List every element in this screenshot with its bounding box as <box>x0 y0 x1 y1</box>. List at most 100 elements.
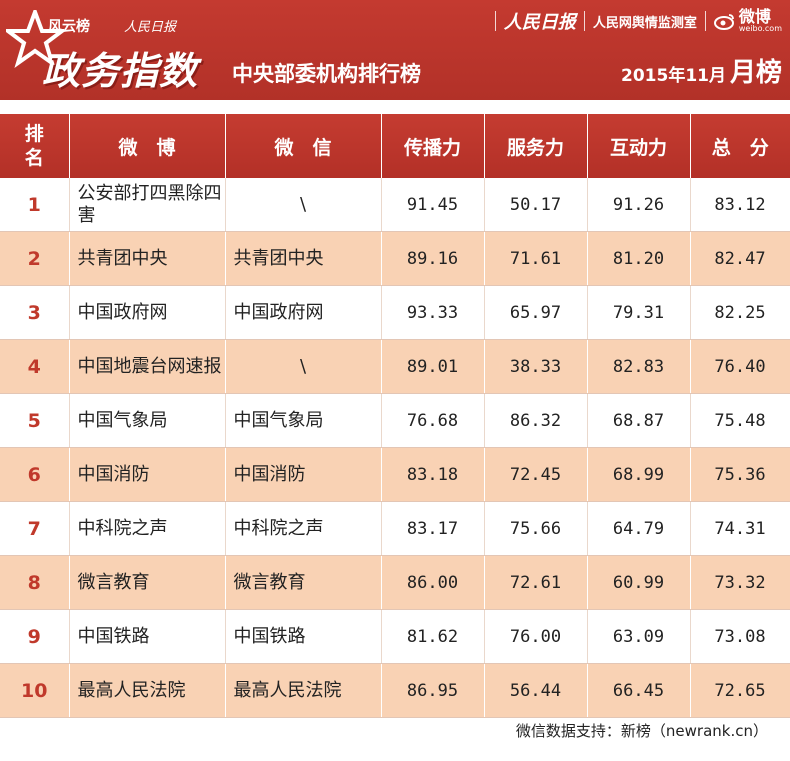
cell-weibo: 中国铁路 <box>69 609 226 664</box>
cell-weibo: 共青团中央 <box>69 231 226 286</box>
cell-spread: 89.01 <box>381 339 485 394</box>
cell-service: 72.45 <box>484 447 588 502</box>
table-header-row: 排名 微 博 微 信 传播力 服务力 互动力 总 分 <box>0 114 790 178</box>
col-header-spread: 传播力 <box>381 114 485 178</box>
cell-weixin: 共青团中央 <box>225 231 382 286</box>
table-row: 10 最高人民法院 最高人民法院 86.95 56.44 66.45 72.65 <box>0 663 790 718</box>
cell-weibo: 中国政府网 <box>69 285 226 340</box>
cell-weixin: 微言教育 <box>225 555 382 610</box>
table-row: 2 共青团中央 共青团中央 89.16 71.61 81.20 82.47 <box>0 231 790 286</box>
cell-spread: 93.33 <box>381 285 485 340</box>
cell-interact: 68.99 <box>587 447 691 502</box>
table-row: 8 微言教育 微言教育 86.00 72.61 60.99 73.32 <box>0 555 790 610</box>
cell-rank: 4 <box>0 339 70 394</box>
cell-service: 38.33 <box>484 339 588 394</box>
divider <box>583 11 585 31</box>
ranking-table: 排名 微 博 微 信 传播力 服务力 互动力 总 分 1 公安部打四黑除四害 \ 91… <box>0 114 790 718</box>
yuqing-logo: 人民网舆情监测室 <box>592 15 697 31</box>
cell-service: 76.00 <box>484 609 588 664</box>
cell-rank: 8 <box>0 555 70 610</box>
rmrb-logo: 人民日报 <box>503 12 576 33</box>
weibo-en: weibo.com <box>738 24 782 33</box>
table-body: 1 公安部打四黑除四害 \ 91.45 50.17 91.26 83.12 2 共青团中央 共青团… <box>0 178 790 718</box>
table-row: 9 中国铁路 中国铁路 81.62 76.00 63.09 73.08 <box>0 609 790 664</box>
cell-total: 76.40 <box>690 339 790 394</box>
cell-rank: 9 <box>0 609 70 664</box>
cell-total: 83.12 <box>690 178 790 232</box>
cell-weibo: 中科院之声 <box>69 501 226 556</box>
table-row: 5 中国气象局 中国气象局 76.68 86.32 68.87 75.48 <box>0 393 790 448</box>
cell-total: 82.47 <box>690 231 790 286</box>
table-row: 4 中国地震台网速报 \ 89.01 38.33 82.83 76.40 <box>0 339 790 394</box>
main-title: 政务指数 <box>42 49 199 93</box>
cell-weibo: 微言教育 <box>69 555 226 610</box>
cell-weixin: 中国气象局 <box>225 393 382 448</box>
cell-weixin: \ <box>225 178 382 232</box>
col-header-interact: 互动力 <box>587 114 691 178</box>
cell-weixin: 中国铁路 <box>225 609 382 664</box>
table-row: 7 中科院之声 中科院之声 83.17 75.66 64.79 74.31 <box>0 501 790 556</box>
rmrb-small-logo: 人民日报 <box>124 20 177 35</box>
cell-rank: 3 <box>0 285 70 340</box>
cell-interact: 64.79 <box>587 501 691 556</box>
cell-service: 71.61 <box>484 231 588 286</box>
cell-spread: 86.00 <box>381 555 485 610</box>
cell-rank: 7 <box>0 501 70 556</box>
cell-spread: 91.45 <box>381 178 485 232</box>
table-row: 3 中国政府网 中国政府网 93.33 65.97 79.31 82.25 <box>0 285 790 340</box>
cell-total: 74.31 <box>690 501 790 556</box>
cell-rank: 5 <box>0 393 70 448</box>
cell-interact: 81.20 <box>587 231 691 286</box>
cell-rank: 10 <box>0 663 70 718</box>
cell-weixin: 中国政府网 <box>225 285 382 340</box>
spacer <box>0 100 790 114</box>
cell-total: 73.32 <box>690 555 790 610</box>
cell-service: 86.32 <box>484 393 588 448</box>
cell-interact: 82.83 <box>587 339 691 394</box>
col-header-weixin: 微 信 <box>225 114 382 178</box>
cell-interact: 91.26 <box>587 178 691 232</box>
cell-weixin: 中科院之声 <box>225 501 382 556</box>
cell-rank: 6 <box>0 447 70 502</box>
logo-area: 风云榜 人民日报 政务指数 <box>6 4 226 96</box>
star-icon <box>6 10 64 68</box>
cell-service: 75.66 <box>484 501 588 556</box>
cell-interact: 66.45 <box>587 663 691 718</box>
cell-interact: 60.99 <box>587 555 691 610</box>
cell-weixin: \ <box>225 339 382 394</box>
cell-service: 65.97 <box>484 285 588 340</box>
footer-credit: 微信数据支持：新榜（newrank.cn） <box>515 722 768 740</box>
cell-weixin: 中国消防 <box>225 447 382 502</box>
divider <box>494 11 496 31</box>
cell-weibo: 公安部打四黑除四害 <box>69 178 226 232</box>
col-header-service: 服务力 <box>484 114 588 178</box>
col-header-weibo: 微 博 <box>69 114 226 178</box>
cell-spread: 86.95 <box>381 663 485 718</box>
partner-logos: 人民日报 人民网舆情监测室 微博 weibo.com <box>494 8 782 34</box>
cell-spread: 76.68 <box>381 393 485 448</box>
cell-interact: 79.31 <box>587 285 691 340</box>
rank-header-line1: 排名 <box>24 123 44 169</box>
period-label: 2015年11月 月榜 <box>621 52 782 89</box>
cell-weibo: 最高人民法院 <box>69 663 226 718</box>
table-row: 6 中国消防 中国消防 83.18 72.45 68.99 75.36 <box>0 447 790 502</box>
cell-service: 50.17 <box>484 178 588 232</box>
period-type: 月榜 <box>729 58 782 88</box>
col-header-rank: 排名 <box>0 114 70 178</box>
cell-spread: 89.16 <box>381 231 485 286</box>
period-month: 2015年11月 <box>621 66 726 86</box>
cell-total: 82.25 <box>690 285 790 340</box>
cell-weibo: 中国消防 <box>69 447 226 502</box>
cell-spread: 83.18 <box>381 447 485 502</box>
cell-weibo: 中国地震台网速报 <box>69 339 226 394</box>
cell-rank: 1 <box>0 178 70 232</box>
cell-service: 72.61 <box>484 555 588 610</box>
cell-total: 75.36 <box>690 447 790 502</box>
cell-spread: 81.62 <box>381 609 485 664</box>
cell-weibo: 中国气象局 <box>69 393 226 448</box>
fengyun-brand: 风云榜 <box>48 19 90 35</box>
col-header-total: 总 分 <box>690 114 790 178</box>
weibo-eye-icon <box>713 14 734 30</box>
cell-spread: 83.17 <box>381 501 485 556</box>
header-banner: 风云榜 人民日报 政务指数 中央部委机构排行榜 人民日报 人民网舆情监测室 微博… <box>0 0 790 100</box>
